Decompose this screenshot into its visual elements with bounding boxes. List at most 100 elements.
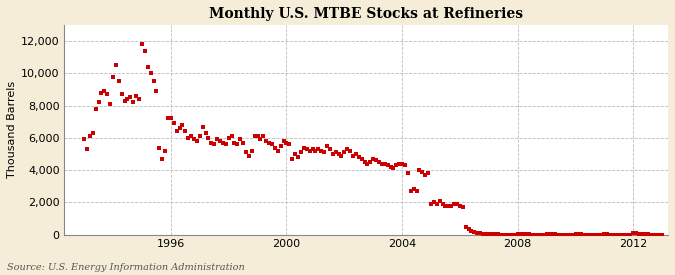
Point bbox=[466, 229, 477, 233]
Point bbox=[148, 79, 159, 84]
Point bbox=[616, 232, 627, 237]
Point bbox=[125, 95, 136, 100]
Point bbox=[342, 147, 352, 151]
Point bbox=[226, 134, 237, 138]
Point bbox=[533, 232, 543, 237]
Point bbox=[643, 232, 653, 237]
Point bbox=[290, 152, 300, 156]
Point bbox=[526, 232, 537, 237]
Point bbox=[570, 232, 581, 236]
Point bbox=[206, 141, 217, 145]
Point bbox=[353, 155, 364, 160]
Point bbox=[209, 142, 219, 147]
Point bbox=[602, 232, 613, 237]
Point bbox=[587, 232, 598, 237]
Point bbox=[267, 142, 277, 147]
Point bbox=[217, 141, 228, 145]
Point bbox=[400, 163, 410, 167]
Point bbox=[648, 232, 659, 237]
Point bbox=[605, 232, 616, 237]
Point bbox=[134, 97, 144, 101]
Point bbox=[151, 89, 162, 93]
Point bbox=[547, 232, 558, 236]
Point bbox=[562, 232, 572, 237]
Point bbox=[186, 134, 196, 138]
Point bbox=[287, 156, 298, 161]
Point bbox=[105, 102, 115, 106]
Point bbox=[535, 232, 546, 237]
Point bbox=[631, 231, 642, 236]
Point bbox=[406, 189, 416, 193]
Point bbox=[275, 144, 286, 148]
Point bbox=[168, 121, 179, 125]
Point bbox=[402, 171, 413, 175]
Point bbox=[429, 200, 439, 205]
Point bbox=[273, 148, 284, 153]
Point bbox=[582, 232, 593, 237]
Point bbox=[183, 136, 194, 140]
Point bbox=[215, 139, 225, 143]
Point bbox=[212, 137, 223, 142]
Point bbox=[350, 152, 361, 156]
Point bbox=[521, 232, 532, 236]
Point bbox=[506, 232, 517, 237]
Point bbox=[637, 232, 647, 236]
Point bbox=[258, 134, 269, 138]
Point bbox=[307, 147, 318, 151]
Point bbox=[79, 137, 90, 142]
Point bbox=[440, 204, 451, 208]
Point bbox=[140, 48, 151, 53]
Point bbox=[194, 134, 205, 138]
Point bbox=[657, 232, 668, 237]
Point bbox=[278, 139, 289, 143]
Point bbox=[504, 232, 514, 237]
Point bbox=[377, 161, 387, 166]
Point bbox=[313, 147, 324, 151]
Title: Monthly U.S. MTBE Stocks at Refineries: Monthly U.S. MTBE Stocks at Refineries bbox=[209, 7, 523, 21]
Point bbox=[379, 161, 390, 166]
Point bbox=[585, 232, 595, 237]
Point bbox=[579, 232, 590, 237]
Point bbox=[414, 168, 425, 172]
Point bbox=[437, 202, 448, 206]
Point bbox=[591, 232, 601, 237]
Point bbox=[371, 158, 381, 163]
Point bbox=[235, 137, 246, 142]
Point bbox=[116, 92, 127, 97]
Point bbox=[244, 153, 254, 158]
Point bbox=[339, 150, 350, 155]
Point bbox=[458, 205, 468, 209]
Point bbox=[619, 232, 630, 237]
Point bbox=[550, 232, 561, 237]
Point bbox=[142, 65, 153, 69]
Point bbox=[365, 160, 376, 164]
Point bbox=[423, 171, 433, 175]
Point bbox=[573, 232, 584, 236]
Point bbox=[296, 150, 306, 155]
Point bbox=[223, 136, 234, 140]
Point bbox=[518, 232, 529, 236]
Point bbox=[304, 148, 315, 153]
Point bbox=[359, 160, 370, 164]
Point bbox=[107, 74, 118, 79]
Point bbox=[628, 231, 639, 235]
Point bbox=[197, 124, 208, 129]
Point bbox=[99, 89, 110, 93]
Point bbox=[576, 232, 587, 237]
Point bbox=[489, 232, 500, 236]
Point bbox=[541, 232, 552, 236]
Point bbox=[446, 204, 457, 208]
Point bbox=[645, 232, 656, 237]
Point bbox=[345, 148, 356, 153]
Point bbox=[348, 153, 358, 158]
Point bbox=[310, 148, 321, 153]
Point bbox=[246, 148, 257, 153]
Point bbox=[284, 142, 295, 147]
Point bbox=[452, 202, 462, 206]
Point bbox=[539, 232, 549, 237]
Point bbox=[559, 232, 570, 237]
Point bbox=[111, 63, 122, 67]
Point bbox=[336, 153, 347, 158]
Point bbox=[154, 145, 165, 150]
Point bbox=[382, 163, 393, 167]
